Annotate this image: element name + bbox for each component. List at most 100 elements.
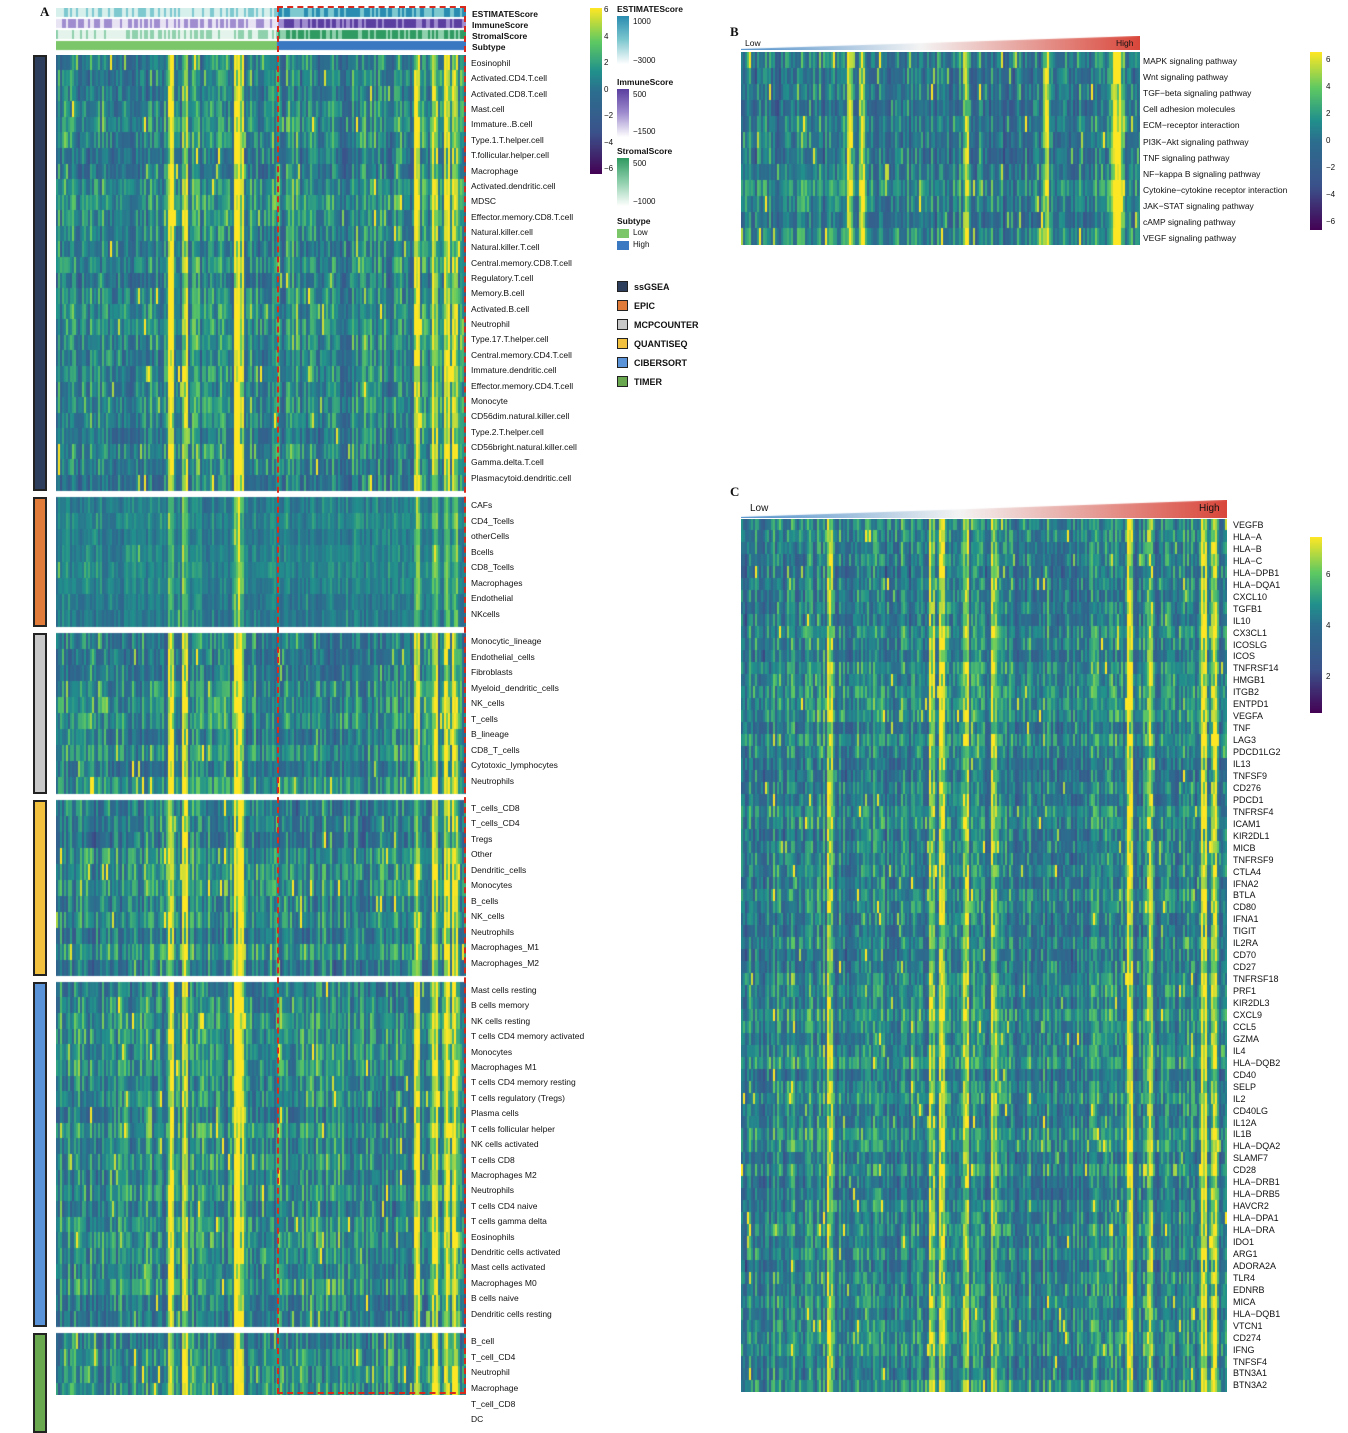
row-label: T_cell_CD4	[471, 1351, 516, 1362]
gene-row-label: TNFRSF18	[1233, 974, 1279, 985]
pathway-row-label: TNF signaling pathway	[1143, 152, 1230, 163]
method-legend-item-timer: TIMER	[617, 376, 662, 387]
gene-row-label: TNF	[1233, 723, 1251, 734]
gene-row-label: IL4	[1233, 1045, 1246, 1056]
row-label: B_lineage	[471, 729, 509, 739]
row-label: Type.2.T.helper.cell	[471, 426, 544, 437]
row-label: Plasma cells	[471, 1108, 519, 1119]
annotation-label-1: ImmuneScore	[472, 20, 529, 30]
gene-row-label: LAG3	[1233, 735, 1257, 746]
estimate-legend-title: ESTIMATEScore	[617, 4, 683, 14]
annotation-label-3: Subtype	[472, 42, 506, 52]
gene-row-label: CD80	[1233, 902, 1257, 913]
row-label: Dendritic cells activated	[471, 1246, 561, 1257]
gene-row-label: HLA−B	[1233, 543, 1262, 554]
row-label: Monocytes	[471, 1046, 513, 1057]
row-label: Monocytic_lineage	[471, 636, 542, 646]
gene-row-label: HLA−DPA1	[1233, 1213, 1279, 1224]
method-legend-item-ssgsea: ssGSEA	[617, 281, 670, 292]
method-legend-label: CIBERSORT	[634, 357, 688, 368]
row-label: B_cell	[471, 1336, 495, 1346]
gene-row-label: HLA−DQA2	[1233, 1141, 1281, 1152]
gene-row-label: IL10	[1233, 615, 1251, 626]
gene-row-label: BTLA	[1233, 890, 1256, 901]
gene-row-label: KIR2DL3	[1233, 998, 1270, 1008]
panel-b-heatmap	[741, 52, 1140, 245]
row-label: T cells gamma delta	[471, 1216, 547, 1227]
row-label: Macrophages M2	[471, 1169, 537, 1180]
row-label: Plasmacytoid.dendritic.cell	[471, 472, 572, 483]
panel-c-letter: C	[730, 484, 740, 499]
row-label: Effector.memory.CD4.T.cell	[471, 380, 574, 391]
row-label: Mast cells activated	[471, 1262, 546, 1273]
row-label: Activated.dendritic.cell	[471, 180, 556, 191]
row-label: Neutrophils	[471, 1185, 514, 1196]
colorscale-tick: 4	[1326, 621, 1331, 630]
row-label: Tregs	[471, 833, 493, 844]
row-label: Monocyte	[471, 395, 508, 406]
row-label: MDSC	[471, 196, 497, 207]
estimate-tick-high: 1000	[633, 17, 651, 26]
row-label: CD56dim.natural.killer.cell	[471, 411, 570, 422]
colorscale-tick: 0	[1326, 136, 1331, 145]
subtype-high-label: High	[633, 240, 650, 249]
row-label: Other	[471, 849, 493, 860]
pathway-row-label: PI3K−Akt signaling pathway	[1143, 136, 1249, 147]
group-bar-cibersort	[33, 982, 47, 1327]
gene-row-label: HLA−A	[1233, 531, 1262, 542]
gene-row-label: TGFB1	[1233, 603, 1263, 614]
panel-a-heatmap	[56, 55, 466, 1395]
pathway-row-label: Cell adhesion molecules	[1143, 104, 1236, 115]
gene-row-label: KIR2DL1	[1233, 830, 1270, 841]
row-label: Macrophages_M2	[471, 957, 540, 968]
panel-b-colorscale	[1310, 52, 1322, 230]
gene-row-label: TLR4	[1233, 1272, 1256, 1283]
row-label: Central.memory.CD8.T.cell	[471, 257, 572, 268]
row-label: Natural.killer.T.cell	[471, 242, 540, 253]
row-label: Fibroblasts	[471, 667, 513, 677]
pathway-row-label: ECM−receptor interaction	[1143, 120, 1240, 131]
row-label: CAFs	[471, 500, 493, 510]
gene-row-label: ENTPD1	[1233, 699, 1269, 710]
row-label: Activated.CD4.T.cell	[471, 73, 548, 84]
gene-row-label: CXCL9	[1233, 1009, 1263, 1020]
row-label: Macrophages	[471, 577, 523, 588]
gene-row-label: HMGB1	[1233, 675, 1266, 686]
pathway-row-label: JAK−STAT signaling pathway	[1143, 200, 1254, 211]
subtype-high-swatch	[617, 241, 629, 250]
gene-row-label: CTLA4	[1233, 866, 1262, 877]
method-legend-swatch	[617, 300, 628, 311]
gene-row-label: IFNA2	[1233, 878, 1259, 889]
colorscale-tick: 2	[1326, 109, 1331, 118]
panel-c-colorscale	[1310, 537, 1322, 713]
gene-row-label: SLAMF7	[1233, 1153, 1269, 1164]
subtype-low-label: Low	[633, 228, 648, 237]
gene-row-label: PDCD1LG2	[1233, 747, 1281, 758]
panel-c-heatmap	[741, 519, 1227, 1392]
row-label: Cytotoxic_lymphocytes	[471, 760, 558, 770]
panel-a-letter: A	[40, 4, 50, 19]
row-label: Activated.B.cell	[471, 303, 530, 314]
row-label: Neutrophil	[471, 1367, 510, 1378]
colorscale-tick: 4	[1326, 82, 1331, 91]
gene-row-label: IL12A	[1233, 1117, 1257, 1128]
gene-row-label: CCL5	[1233, 1021, 1257, 1032]
annotation-label-0: ESTIMATEScore	[472, 9, 538, 19]
gene-row-label: VTCN1	[1233, 1320, 1263, 1331]
immune-tick-low: −1500	[633, 127, 656, 136]
gene-row-label: TIGIT	[1233, 926, 1256, 937]
panel-c-gradient-triangle	[741, 500, 1227, 518]
row-label: Neutrophils	[471, 775, 514, 786]
annotation-label-2: StromalScore	[472, 31, 528, 41]
stromal-tick-low: −1000	[633, 197, 656, 206]
row-label: NK_cells	[471, 911, 505, 922]
row-label: Memory.B.cell	[471, 288, 525, 299]
gene-row-label: CD276	[1233, 782, 1262, 793]
gene-row-label: ICAM1	[1233, 818, 1261, 829]
subtype-legend-title: Subtype	[617, 216, 651, 226]
estimate-tick-low: −3000	[633, 56, 656, 65]
gene-row-label: ITGB2	[1233, 687, 1260, 698]
colorscale-tick: −4	[604, 137, 614, 147]
gene-row-label: IL13	[1233, 759, 1251, 769]
method-legend-label: QUANTISEQ	[634, 338, 688, 349]
